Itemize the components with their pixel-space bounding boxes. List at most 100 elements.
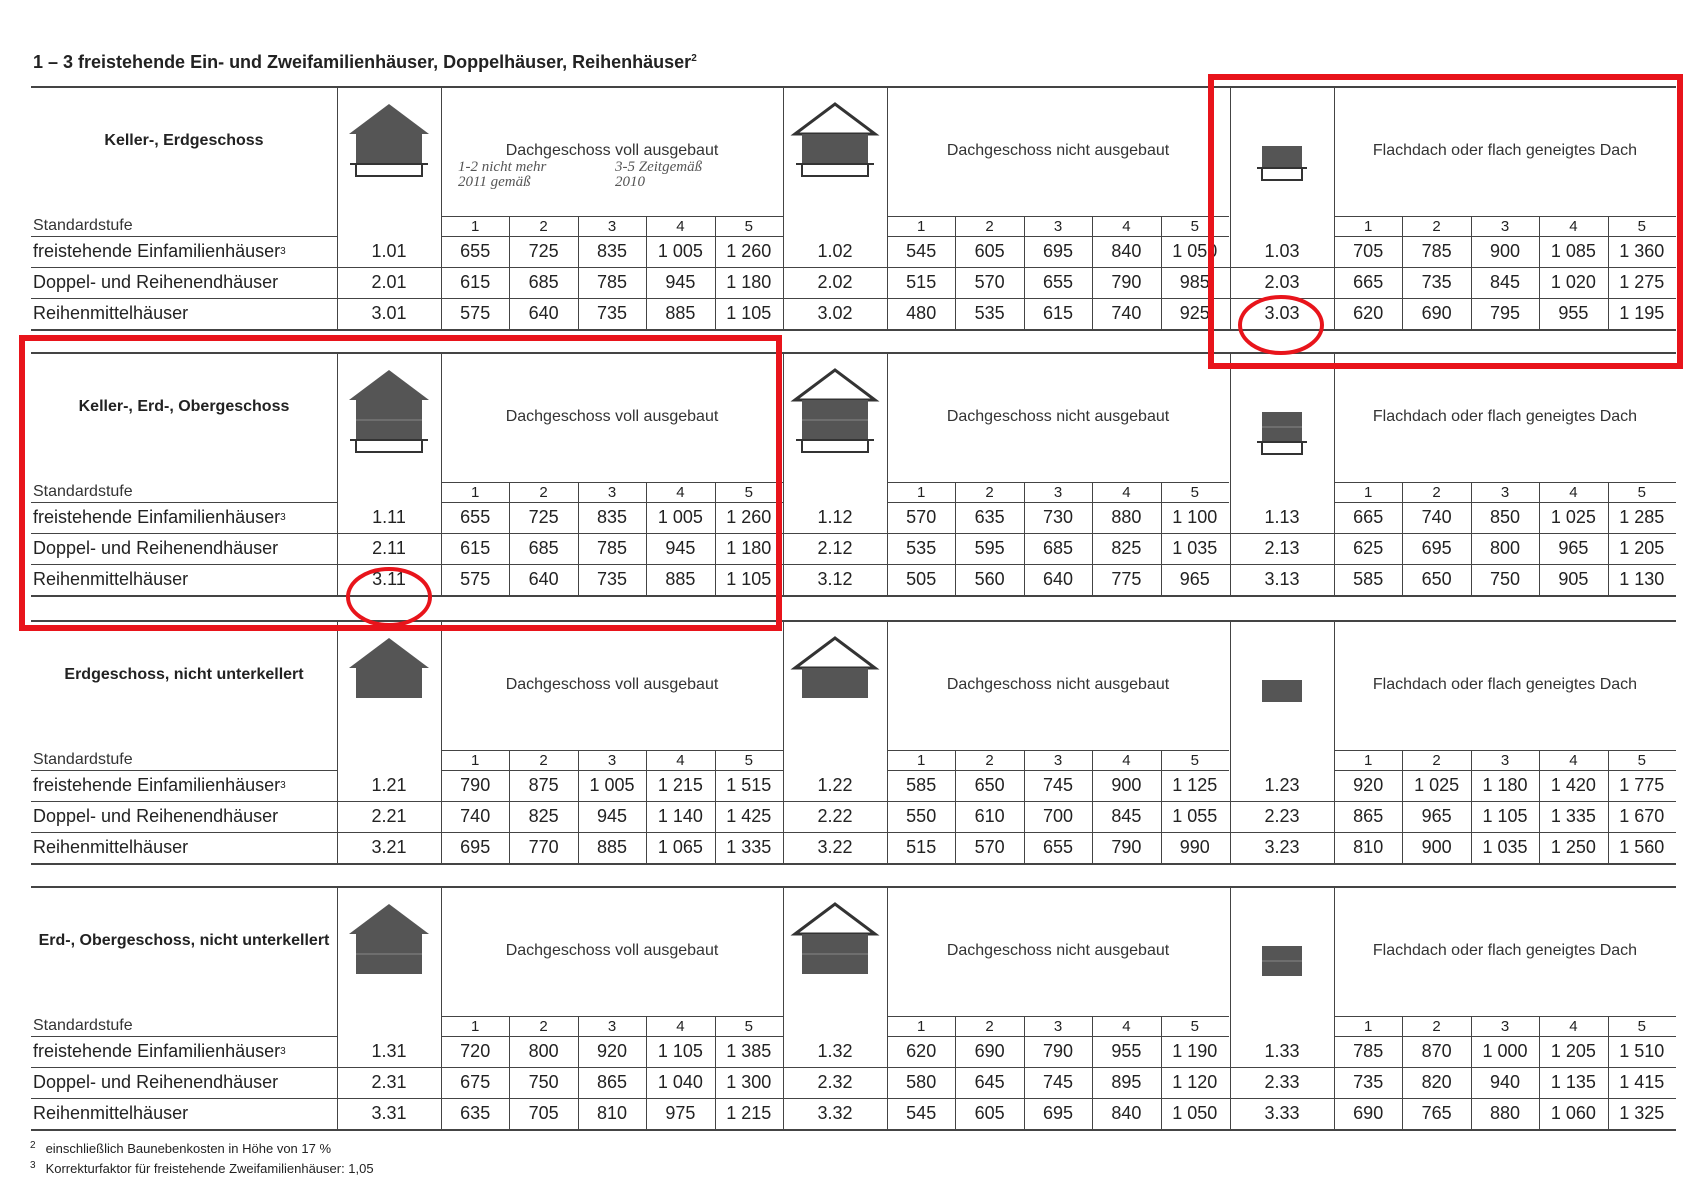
value: 1 385 xyxy=(726,1041,772,1061)
row-label-text: Reihenmittelhäuser xyxy=(33,303,189,323)
value: 695 xyxy=(1042,1103,1074,1123)
level: 2 xyxy=(985,483,994,501)
row-label-sup: 3 xyxy=(280,780,286,791)
value: 560 xyxy=(974,569,1005,589)
rule xyxy=(955,482,957,595)
code: 2.32 xyxy=(817,1072,853,1092)
level: 4 xyxy=(1569,751,1578,769)
code: 3.22 xyxy=(817,837,853,857)
rule xyxy=(1470,482,1472,595)
row-label-text: Reihenmittelhäuser xyxy=(33,569,189,589)
level: 3 xyxy=(1500,1017,1510,1035)
rule xyxy=(1160,750,1162,863)
value: 1 180 xyxy=(1482,775,1528,795)
value: 1 420 xyxy=(1550,775,1596,795)
value: 1 125 xyxy=(1172,775,1218,795)
value: 745 xyxy=(1042,1072,1074,1092)
row-label: Reihenmittelhäuser xyxy=(31,298,337,329)
house-icon xyxy=(349,370,429,453)
rule xyxy=(1402,1016,1404,1129)
code: 3.12 xyxy=(817,569,853,589)
rule xyxy=(646,216,648,329)
rule xyxy=(887,620,888,863)
value: 1 215 xyxy=(657,775,703,795)
rule xyxy=(337,886,338,1129)
rule xyxy=(1160,1016,1162,1129)
roof-type: Flachdach oder flach geneigtes Dach xyxy=(1372,676,1638,693)
value: 735 xyxy=(1421,272,1452,292)
level: 1 xyxy=(1364,751,1373,769)
value: 655 xyxy=(460,507,491,527)
rule xyxy=(31,1067,1676,1068)
level: 4 xyxy=(676,217,685,235)
code: 2.03 xyxy=(1264,272,1300,292)
value: 1 335 xyxy=(726,837,772,857)
value: 615 xyxy=(460,538,491,558)
level: 3 xyxy=(1053,483,1063,501)
code: 3.01 xyxy=(371,303,407,323)
value: 570 xyxy=(906,507,937,527)
value: 580 xyxy=(906,1072,937,1092)
rule xyxy=(955,1016,957,1129)
value: 825 xyxy=(1111,538,1142,558)
value: 575 xyxy=(460,303,491,323)
code: 3.32 xyxy=(817,1103,853,1123)
level: 5 xyxy=(1637,751,1646,769)
rule xyxy=(31,595,1676,597)
value: 990 xyxy=(1179,837,1210,857)
value: 770 xyxy=(528,837,559,857)
rule xyxy=(1334,1036,1676,1037)
code: 2.31 xyxy=(371,1072,407,1092)
value: 725 xyxy=(528,241,559,261)
value: 1 105 xyxy=(726,303,772,323)
standard-label: Standardstufe xyxy=(33,1017,133,1034)
rule xyxy=(441,1036,783,1037)
row-label: Doppel- und Reihenendhäuser xyxy=(31,267,337,298)
value: 740 xyxy=(1111,303,1142,323)
value: 1 260 xyxy=(726,241,772,261)
level: 3 xyxy=(607,483,617,501)
value: 1 425 xyxy=(726,806,772,826)
rule xyxy=(887,1016,1229,1017)
rule xyxy=(441,236,783,237)
block-heading: Erdgeschoss, nicht unterkellert xyxy=(64,666,304,683)
rule xyxy=(887,482,1229,483)
rule xyxy=(1334,482,1676,483)
rule xyxy=(887,750,1229,751)
rule xyxy=(1160,216,1162,329)
code: 2.02 xyxy=(817,272,853,292)
value: 690 xyxy=(1421,303,1452,323)
rule xyxy=(1160,482,1162,595)
rule xyxy=(31,863,1676,865)
level: 3 xyxy=(607,751,617,769)
code: 2.22 xyxy=(817,806,853,826)
rule xyxy=(31,298,1676,299)
code: 1.03 xyxy=(1264,241,1300,261)
level: 1 xyxy=(1364,483,1373,501)
value: 535 xyxy=(974,303,1005,323)
rule xyxy=(31,267,1676,268)
level: 4 xyxy=(1569,483,1578,501)
value: 620 xyxy=(1353,303,1384,323)
rule xyxy=(509,1016,511,1129)
value: 1 515 xyxy=(726,775,772,795)
row-label-sup: 3 xyxy=(280,512,286,523)
level: 3 xyxy=(607,1017,617,1035)
level: 5 xyxy=(744,483,753,501)
value: 735 xyxy=(1353,1072,1384,1092)
level: 1 xyxy=(917,751,926,769)
value: 955 xyxy=(1111,1041,1142,1061)
value: 885 xyxy=(596,837,628,857)
value: 1 085 xyxy=(1550,241,1596,261)
footnote: 2 einschließlich Baunebenkosten in Höhe v… xyxy=(30,1140,630,1156)
value: 480 xyxy=(906,303,937,323)
code: 2.33 xyxy=(1264,1072,1300,1092)
level: 1 xyxy=(1364,1017,1373,1035)
row-label-text: Doppel- und Reihenendhäuser xyxy=(33,1072,279,1092)
value: 685 xyxy=(1042,538,1074,558)
rule xyxy=(31,236,337,237)
rule xyxy=(509,216,511,329)
value: 1 275 xyxy=(1619,272,1665,292)
level: 4 xyxy=(1569,1017,1578,1035)
level: 4 xyxy=(1569,217,1578,235)
